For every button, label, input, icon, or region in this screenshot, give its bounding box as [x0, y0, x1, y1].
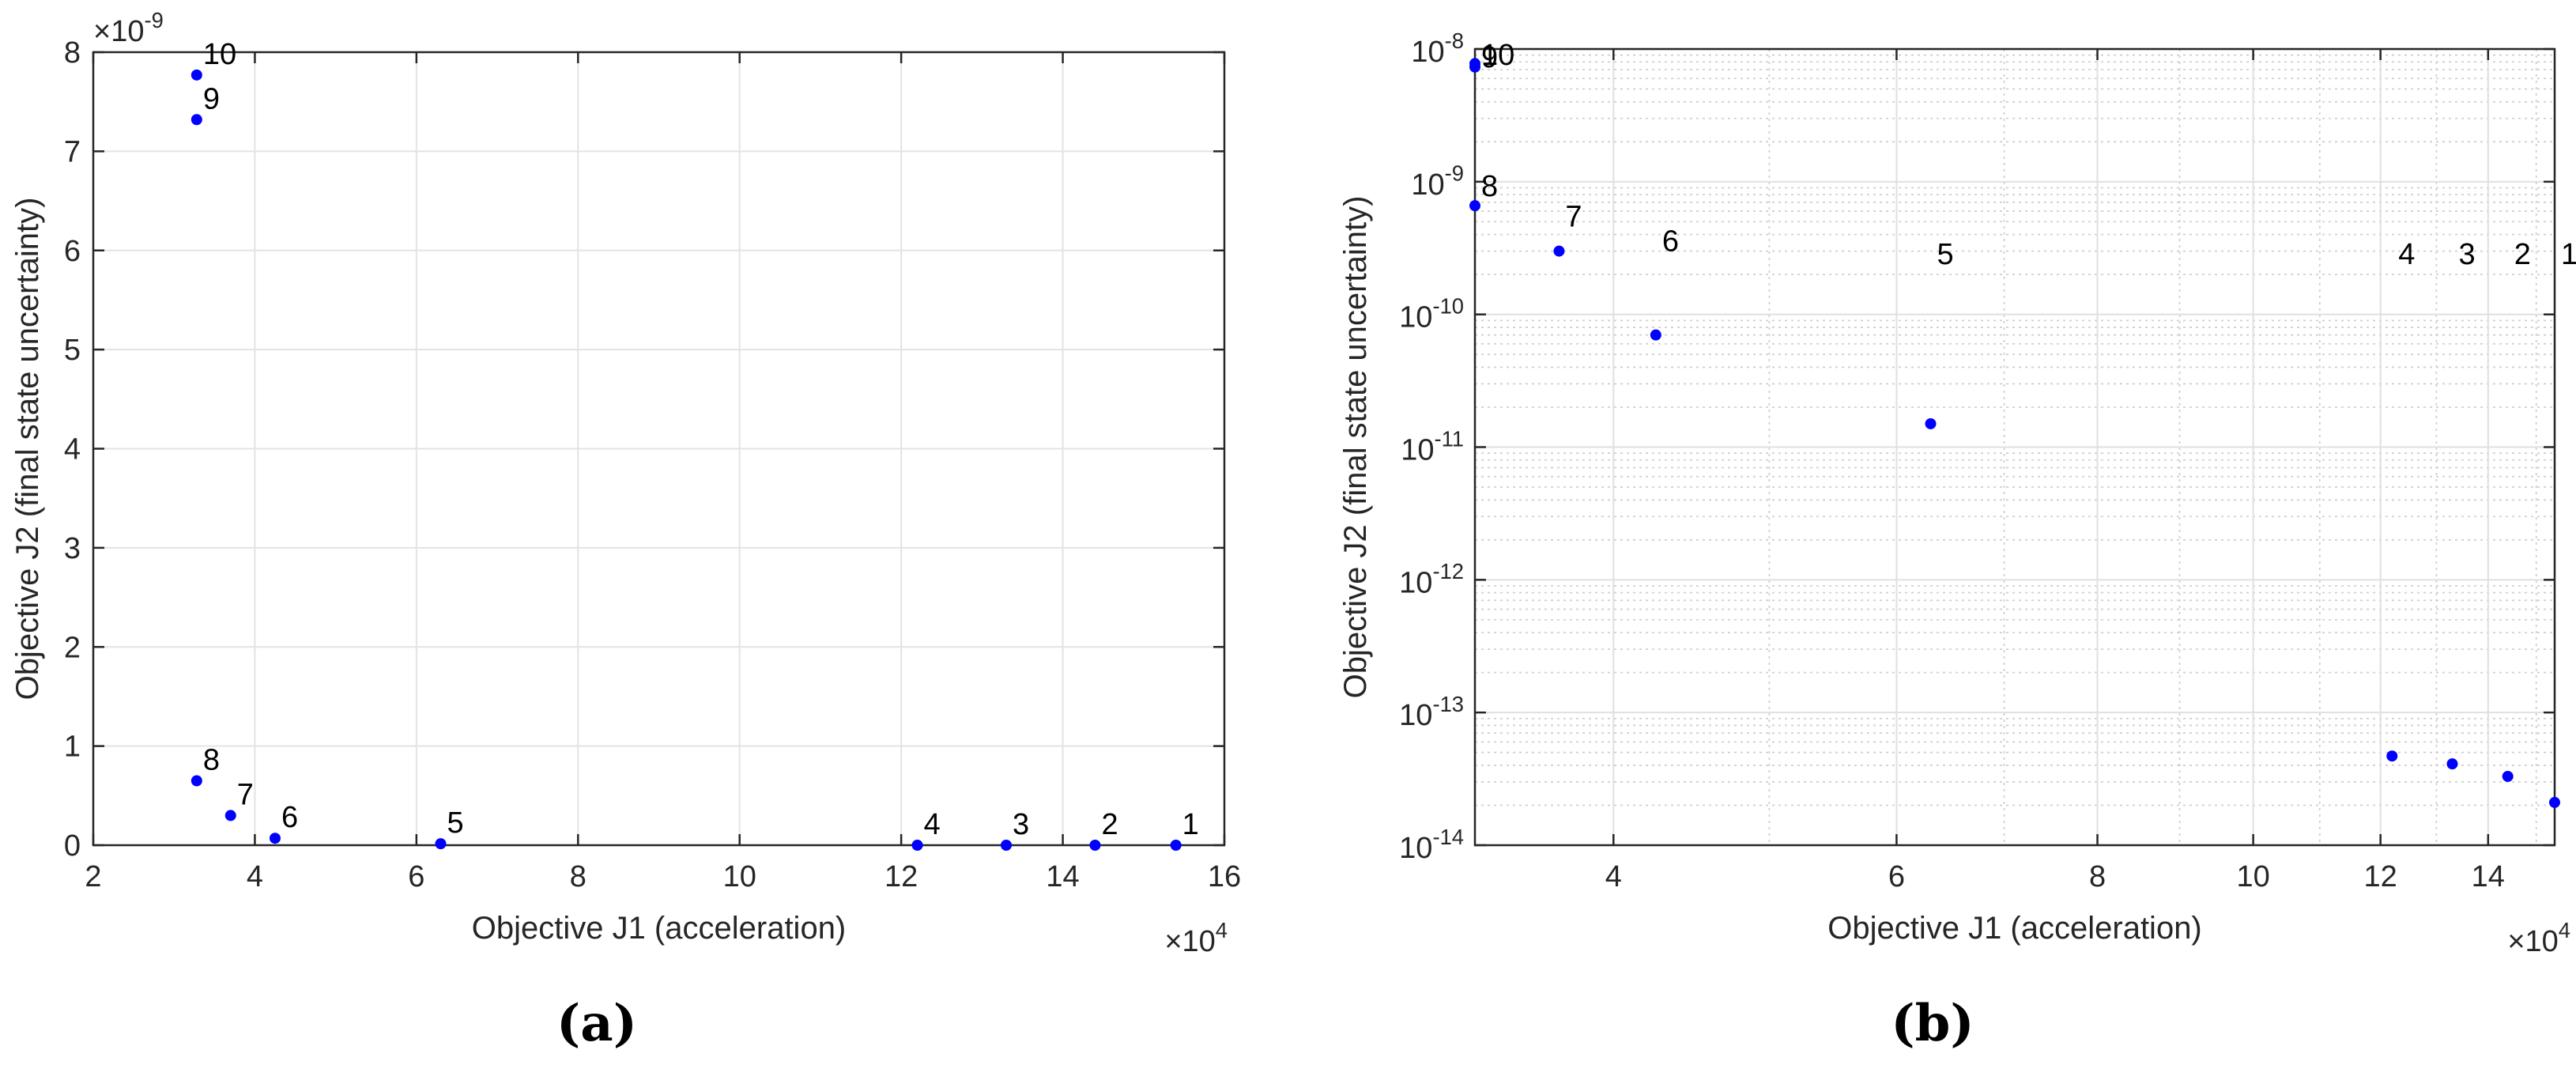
- x-tick-label: 10: [723, 860, 756, 893]
- x-tick-label: 12: [884, 860, 918, 893]
- caption-b: (b): [1891, 994, 1974, 1053]
- x-tick-label: 8: [570, 860, 586, 893]
- x-tick-label: 4: [1605, 860, 1622, 893]
- point-label-3: 3: [1013, 808, 1029, 841]
- y-tick-label: 7: [64, 135, 81, 168]
- y-axis-label: Objective J2 (final state uncertainty): [1338, 196, 1373, 699]
- x-tick-label: 14: [1046, 860, 1079, 893]
- data-point-10: [1469, 58, 1480, 70]
- data-point-4: [911, 840, 923, 851]
- x-axis-label: Objective J1 (acceleration): [1827, 911, 2202, 946]
- x-tick-label: 12: [2364, 860, 2397, 893]
- y-tick-label: 10-10: [1399, 294, 1464, 334]
- point-label-3: 3: [2459, 238, 2476, 271]
- point-label-7: 7: [237, 778, 254, 811]
- data-point-1: [1170, 840, 1182, 851]
- x-multiplier: ×104: [1164, 918, 1228, 958]
- y-tick-label: 10-12: [1399, 559, 1464, 599]
- y-axis-label: Objective J2 (final state uncertainty): [10, 198, 45, 701]
- y-tick-label: 0: [64, 829, 81, 863]
- x-tick-label: 16: [1208, 860, 1241, 893]
- data-point-2: [2502, 770, 2514, 782]
- point-label-9: 9: [203, 82, 220, 115]
- x-tick-label: 14: [2472, 860, 2505, 893]
- point-label-4: 4: [2398, 238, 2415, 271]
- y-tick-label: 6: [64, 235, 81, 268]
- point-label-10: 10: [203, 38, 236, 71]
- point-label-2: 2: [2514, 238, 2531, 271]
- point-label-9: 9: [1481, 41, 1498, 74]
- panel-a: 2 4 6 8 10 12 14 16012345678×10-9×104Objective …: [10, 8, 1241, 958]
- y-tick-label: 3: [64, 532, 81, 565]
- x-tick-label: 8: [2089, 860, 2106, 893]
- y-tick-label: 5: [64, 334, 81, 367]
- y-tick-label: 4: [64, 433, 81, 466]
- point-label-1: 1: [2561, 238, 2576, 271]
- data-point-6: [1650, 329, 1661, 341]
- point-label-8: 8: [203, 744, 220, 777]
- data-point-10: [190, 69, 202, 81]
- data-point-4: [2386, 750, 2398, 762]
- point-label-7: 7: [1565, 200, 1582, 233]
- x-tick-label: 2: [85, 860, 101, 893]
- point-label-10: 10: [1481, 39, 1514, 72]
- data-point-5: [435, 838, 447, 850]
- data-point-1: [2549, 796, 2560, 808]
- data-point-8: [190, 775, 202, 787]
- y-tick-label: 10-9: [1411, 161, 1464, 202]
- data-point-9: [190, 114, 202, 126]
- data-point-3: [1001, 840, 1013, 851]
- y-tick-label: 10-13: [1399, 692, 1464, 732]
- data-point-5: [1925, 417, 1937, 429]
- data-point-7: [224, 810, 236, 821]
- caption-a: (a): [556, 994, 637, 1053]
- y-tick-label: 10-8: [1411, 28, 1464, 69]
- point-label-5: 5: [1937, 238, 1954, 271]
- data-point-2: [1089, 840, 1101, 851]
- data-point-8: [1469, 200, 1480, 212]
- panel-b: 4 6 8 10 12 1410-810-910-1010-1110-1210-1310-…: [1338, 28, 2576, 958]
- y-tick-label: 8: [64, 36, 81, 70]
- x-tick-label: 6: [1888, 860, 1905, 893]
- data-point-3: [2446, 758, 2458, 770]
- point-label-5: 5: [447, 806, 464, 840]
- x-multiplier: ×104: [2507, 918, 2570, 958]
- y-tick-label: 2: [64, 631, 81, 664]
- y-tick-label: 10-14: [1399, 825, 1464, 865]
- data-point-7: [1553, 245, 1565, 257]
- x-tick-label: 4: [247, 860, 263, 893]
- point-label-6: 6: [1662, 225, 1679, 259]
- y-tick-label: 10-11: [1401, 426, 1464, 466]
- y-multiplier: ×10-9: [93, 8, 164, 48]
- point-label-2: 2: [1101, 808, 1118, 841]
- x-tick-label: 10: [2236, 860, 2269, 893]
- point-label-6: 6: [281, 801, 298, 834]
- x-tick-label: 6: [408, 860, 424, 893]
- point-label-1: 1: [1182, 808, 1199, 841]
- point-label-8: 8: [1481, 170, 1498, 203]
- point-label-4: 4: [924, 808, 941, 841]
- x-axis-label: Objective J1 (acceleration): [472, 911, 847, 946]
- data-point-6: [269, 833, 281, 844]
- y-tick-label: 1: [64, 731, 81, 764]
